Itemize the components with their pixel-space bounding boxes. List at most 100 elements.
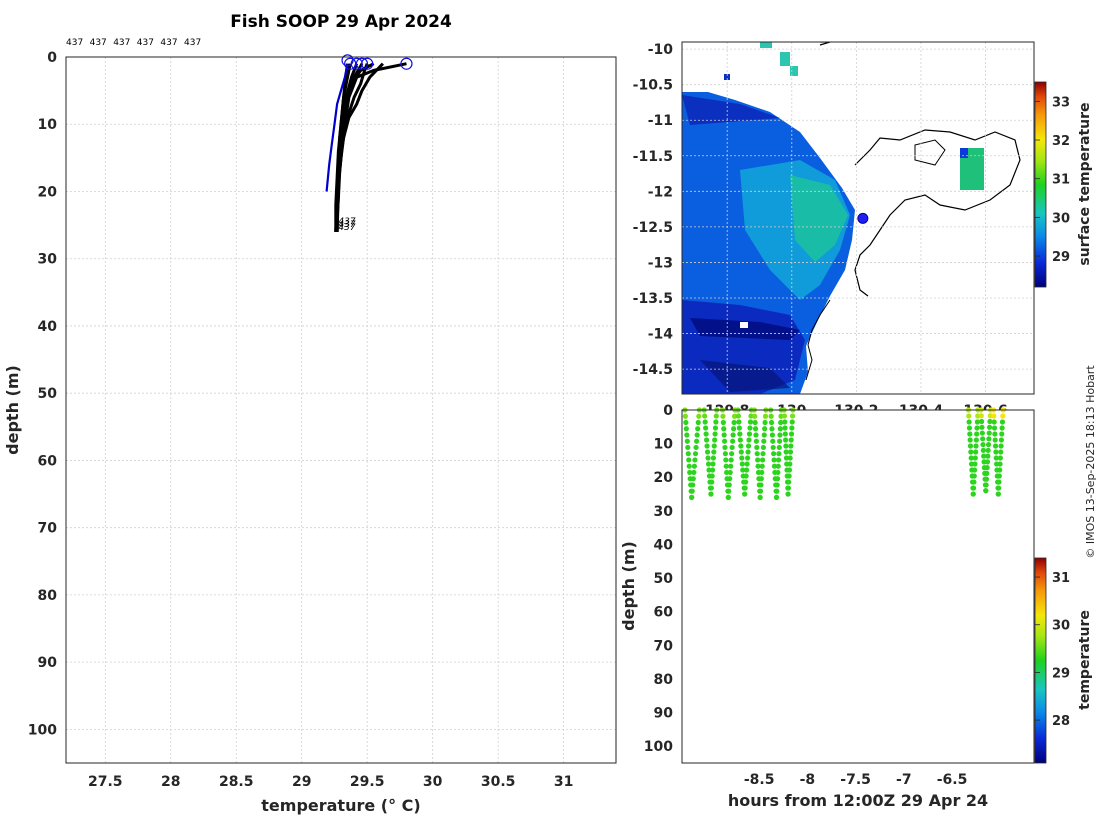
section-point	[784, 467, 790, 473]
profile-y-tick-label: 90	[38, 655, 58, 671]
section-point	[967, 437, 973, 443]
section-point	[978, 413, 984, 419]
section-point	[968, 455, 974, 461]
section-point	[683, 426, 689, 432]
section-point	[980, 441, 986, 448]
section-point	[687, 469, 693, 476]
section-point	[691, 469, 697, 476]
section-point	[966, 419, 972, 425]
section-point	[752, 426, 759, 432]
section-point	[762, 419, 768, 426]
profile-grid	[66, 56, 616, 763]
section-point	[692, 457, 698, 463]
section-point	[753, 432, 759, 438]
profile-start-marker	[341, 54, 354, 67]
profile-y-ticks: 0 10 20 30 40 50 60 70 80 90 100	[28, 50, 57, 738]
section-point	[738, 449, 744, 455]
temp-colorbar-tick-label: 28	[1052, 714, 1070, 729]
section-point	[998, 449, 1004, 455]
profile-cast-line	[334, 63, 349, 232]
section-x-tick-label: -6.5	[937, 772, 968, 788]
sst-colorbar-tick-label: 32	[1052, 134, 1070, 149]
profile-plot: Fish SOOP 29 Apr 2024 437 437 437 437 437 437…	[3, 12, 617, 815]
section-y-tick-label: 50	[654, 571, 674, 587]
section-point	[696, 413, 702, 419]
section-point	[783, 449, 789, 455]
profile-start-marker	[400, 57, 413, 70]
section-point	[771, 457, 777, 463]
section-y-tick-label: 80	[654, 672, 674, 688]
section-point	[724, 482, 731, 488]
section-point	[788, 431, 795, 437]
section-x-ticks: -8.5 -8 -7.5 -7 -6.5	[744, 772, 968, 788]
section-point	[768, 413, 774, 419]
section-point	[735, 413, 742, 419]
map-y-tick-label: -11.5	[633, 149, 673, 165]
section-point	[992, 431, 998, 437]
section-point	[995, 491, 1001, 497]
section-point	[728, 457, 734, 463]
profile-x-tick-label: 30	[423, 774, 443, 790]
section-point	[702, 413, 708, 419]
section-point	[980, 436, 986, 442]
section-point	[740, 473, 746, 479]
section-point	[993, 461, 1000, 467]
section-point	[768, 419, 775, 426]
profile-x-tick-label: 28	[161, 774, 180, 790]
section-y-ticks: 0 10 20 30 40 50 60 70 80 90 100	[644, 403, 673, 755]
section-point	[993, 455, 999, 461]
section-point	[703, 431, 709, 437]
profile-top-cast-label: 437	[160, 38, 177, 48]
section-point	[974, 425, 980, 431]
section-point	[720, 413, 726, 419]
section-point	[998, 443, 1004, 449]
section-point	[685, 451, 691, 457]
section-point	[688, 488, 694, 494]
section-point	[710, 455, 717, 461]
section-point	[703, 437, 710, 443]
profile-start-marker	[344, 57, 357, 70]
credit-text: © IMOS 13-Sep-2025 18:13 Hobart	[1084, 365, 1097, 559]
profile-top-cast-label: 437	[184, 38, 201, 48]
profile-x-label: temperature (° C)	[261, 796, 420, 815]
section-plot: -8.5 -8 -7.5 -7 -6.5 0102030405060708090100 …	[619, 403, 1093, 810]
profile-x-tick-label: 27.5	[88, 774, 123, 790]
section-point	[691, 463, 697, 469]
section-point	[773, 482, 779, 488]
section-point	[682, 413, 688, 419]
section-point	[694, 438, 700, 444]
sst-colorbar-tick-label: 33	[1052, 95, 1070, 110]
profile-y-label: depth (m)	[3, 365, 22, 455]
sst-map: 129.8130130.2130.4130.6 -10-10.5-11-11.5…	[633, 41, 1093, 419]
section-point	[755, 463, 761, 469]
section-point	[704, 449, 711, 455]
map-y-tick-label: -10.5	[633, 78, 673, 94]
section-point	[982, 476, 988, 482]
section-point	[708, 491, 714, 497]
section-point	[753, 438, 759, 444]
section-point	[783, 443, 789, 449]
section-point	[783, 437, 789, 443]
section-point	[703, 425, 709, 431]
section-y-tick-label: 60	[654, 605, 674, 621]
section-point	[782, 419, 788, 425]
section-point	[728, 463, 734, 469]
profile-start-markers	[341, 54, 413, 70]
section-point	[986, 436, 992, 442]
sst-colorbar-label: surface temperature	[1077, 102, 1093, 265]
section-point	[740, 467, 746, 473]
section-x-tick-label: -7	[896, 772, 912, 788]
section-point	[991, 425, 998, 431]
section-point	[737, 437, 743, 443]
section-point	[769, 432, 775, 438]
section-point	[993, 449, 999, 455]
vessel-position-marker	[857, 212, 869, 224]
section-point	[980, 447, 986, 453]
section-point	[973, 449, 979, 455]
map-y-ticks: -10 -10.5 -11 -11.5 -12 -12.5 -13 -13.5 -14 -14.5	[633, 42, 674, 378]
section-point	[694, 432, 700, 438]
section-point	[683, 419, 689, 426]
section-y-label: depth (m)	[619, 541, 638, 631]
section-point	[771, 463, 778, 469]
